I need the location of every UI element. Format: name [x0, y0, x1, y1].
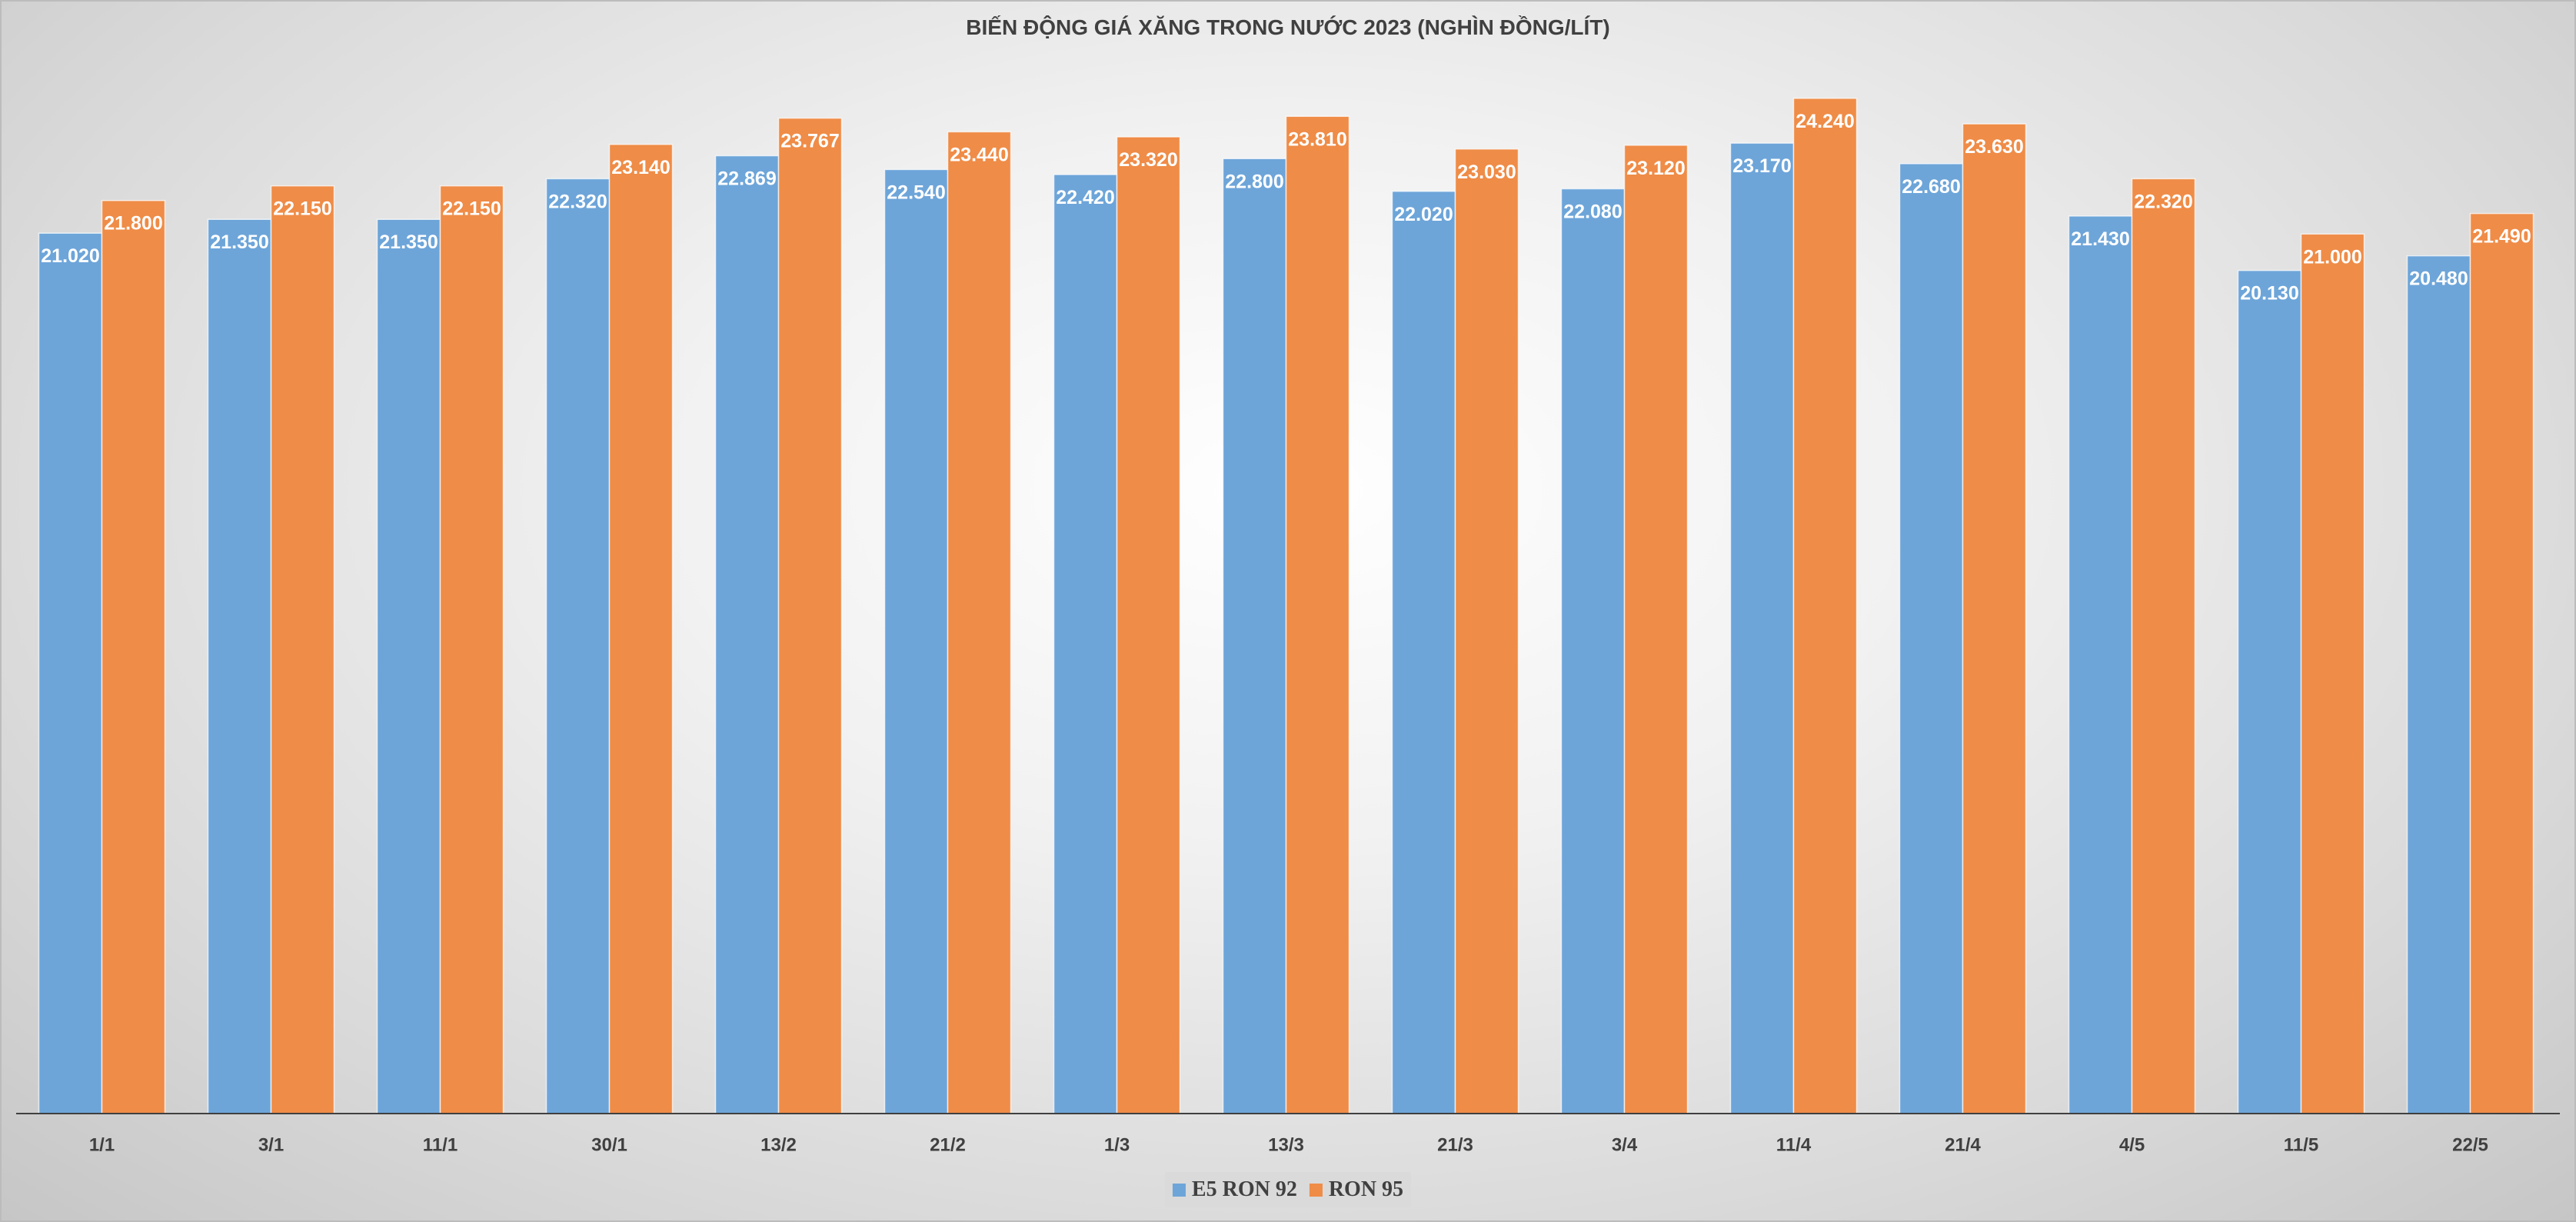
data-label-e5-ron-92: 22.540 [887, 181, 945, 203]
bar-ron-95 [2469, 212, 2534, 1114]
data-label-e5-ron-92: 22.020 [1394, 204, 1453, 225]
x-tick-label: 13/3 [1268, 1135, 1304, 1156]
data-label-e5-ron-92: 20.480 [2409, 268, 2468, 290]
bar-ron-95 [1116, 136, 1181, 1114]
legend-item-ron-95[interactable]: RON 95 [1309, 1177, 1404, 1202]
bar-e5-ron-92 [2237, 269, 2302, 1114]
bar-e5-ron-92 [38, 232, 103, 1114]
bar-ron-95 [1454, 148, 1519, 1114]
x-tick-label: 21/4 [1945, 1135, 1981, 1156]
x-tick-label: 4/5 [2119, 1135, 2145, 1156]
data-label-ron-95: 23.140 [611, 157, 670, 178]
bar-ron-95 [1792, 98, 1858, 1114]
bar-ron-95 [101, 199, 166, 1114]
legend-item-e5-ron-92[interactable]: E5 RON 92 [1172, 1177, 1297, 1202]
bar-e5-ron-92 [884, 168, 949, 1114]
bar-e5-ron-92 [1222, 158, 1287, 1114]
bar-ron-95 [777, 117, 843, 1114]
bar-ron-95 [947, 131, 1012, 1114]
bar-ron-95 [439, 185, 504, 1114]
x-tick-label: 1/3 [1104, 1135, 1130, 1156]
bar-e5-ron-92 [376, 218, 441, 1114]
data-label-ron-95: 23.767 [780, 131, 839, 152]
data-label-ron-95: 23.120 [1626, 158, 1685, 179]
x-axis-tick-labels: 1/1 3/1 11/1 30/1 13/2 21/2 1/3 13/3 21/3 3/4 11/4… [89, 1135, 2488, 1156]
data-label-ron-95: 21.000 [2303, 246, 2361, 268]
data-label-e5-ron-92: 22.800 [1225, 171, 1283, 192]
bar-e5-ron-92 [1729, 142, 1795, 1114]
data-label-e5-ron-92: 22.320 [548, 191, 607, 212]
data-label-e5-ron-92: 20.130 [2240, 283, 2298, 305]
data-label-ron-95: 23.440 [950, 144, 1008, 165]
data-label-ron-95: 23.630 [1965, 136, 2023, 158]
legend-label-e5-ron-92: E5 RON 92 [1191, 1177, 1297, 1201]
x-tick-label: 21/3 [1437, 1135, 1473, 1156]
x-tick-label: 21/2 [930, 1135, 966, 1156]
legend-label-ron-95: RON 95 [1328, 1177, 1404, 1201]
data-label-e5-ron-92: 21.020 [41, 245, 99, 267]
x-tick-label: 1/1 [89, 1135, 115, 1156]
bar-ron-95 [270, 185, 335, 1114]
data-label-ron-95: 22.150 [273, 198, 331, 220]
bar-ron-95 [608, 144, 674, 1114]
bar-e5-ron-92 [2068, 215, 2133, 1114]
data-label-ron-95: 21.800 [104, 213, 162, 235]
bar-ron-95 [1623, 145, 1689, 1114]
data-label-ron-95: 24.240 [1796, 111, 1854, 132]
bar-e5-ron-92 [1391, 191, 1456, 1114]
bars-group [38, 98, 2534, 1114]
data-label-ron-95: 23.810 [1288, 128, 1346, 150]
data-label-e5-ron-92: 21.350 [210, 231, 268, 253]
bar-ron-95 [1285, 115, 1350, 1114]
data-label-e5-ron-92: 22.680 [1902, 176, 1960, 198]
chart-title: BIẾN ĐỘNG GIÁ XĂNG TRONG NƯỚC 2023 (NGHÌ… [966, 15, 1610, 39]
bar-e5-ron-92 [207, 218, 272, 1114]
data-label-e5-ron-92: 21.430 [2071, 228, 2129, 250]
x-tick-label: 11/5 [2284, 1135, 2318, 1156]
data-label-ron-95: 22.320 [2134, 191, 2192, 212]
bar-e5-ron-92 [2406, 255, 2471, 1114]
x-tick-label: 3/4 [1612, 1135, 1638, 1156]
data-label-ron-95: 21.490 [2472, 226, 2531, 248]
data-label-e5-ron-92: 21.350 [379, 231, 438, 253]
x-tick-label: 13/2 [760, 1135, 797, 1156]
data-label-ron-95: 23.320 [1119, 149, 1177, 171]
data-label-e5-ron-92: 23.170 [1732, 155, 1791, 177]
x-tick-label: 22/5 [2452, 1135, 2488, 1156]
legend: E5 RON 92 RON 95 [1164, 1172, 1412, 1207]
data-label-e5-ron-92: 22.420 [1056, 187, 1114, 208]
bar-e5-ron-92 [714, 155, 780, 1114]
x-tick-label: 11/4 [1776, 1135, 1812, 1156]
x-tick-label: 11/1 [423, 1135, 458, 1156]
bar-e5-ron-92 [1899, 163, 1964, 1114]
bar-ron-95 [2300, 233, 2365, 1114]
bar-ron-95 [1962, 123, 2027, 1114]
legend-swatch-e5-ron-92 [1172, 1183, 1186, 1197]
legend-swatch-ron-95 [1309, 1183, 1323, 1197]
x-tick-label: 30/1 [591, 1135, 627, 1156]
bar-e5-ron-92 [1053, 174, 1118, 1114]
bar-e5-ron-92 [545, 178, 611, 1114]
data-label-e5-ron-92: 22.869 [717, 168, 776, 190]
x-tick-label: 3/1 [258, 1135, 284, 1156]
bar-e5-ron-92 [1560, 188, 1626, 1114]
bar-ron-95 [2131, 178, 2196, 1114]
data-label-ron-95: 22.150 [442, 198, 501, 220]
data-label-ron-95: 23.030 [1457, 161, 1516, 183]
data-label-e5-ron-92: 22.080 [1563, 201, 1622, 222]
